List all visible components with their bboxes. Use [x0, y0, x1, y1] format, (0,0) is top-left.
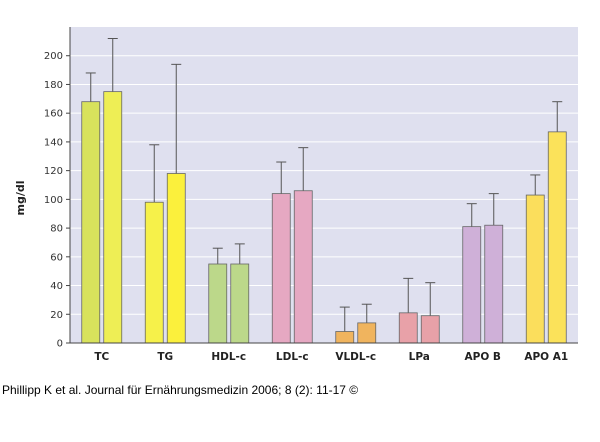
y-tick-label: 160	[44, 109, 63, 120]
y-tick-label: 200	[44, 51, 63, 62]
bar-lpa-1	[398, 312, 418, 344]
bar-apo-a1-2	[547, 131, 567, 344]
y-axis-label: mg/dl	[14, 181, 27, 216]
x-tick-label: TC	[94, 351, 109, 363]
bar-tg-1	[144, 201, 164, 344]
bar-apo-a1-1	[525, 194, 545, 344]
x-tick-label: LPa	[409, 351, 430, 363]
bar-ldl-c-2	[293, 190, 313, 344]
bar-ldl-c-1	[271, 193, 291, 344]
x-tick-label: HDL-c	[211, 351, 246, 363]
x-tick-label: APO A1	[524, 351, 568, 363]
y-tick-label: 20	[50, 310, 63, 321]
y-tick-label: 140	[44, 137, 63, 148]
y-axis: 0 20 40 60 80 100 120 140 160 180 200	[44, 27, 71, 350]
bar-tc-2	[103, 91, 123, 344]
y-tick-label: 60	[50, 252, 63, 263]
x-tick-label: LDL-c	[276, 351, 309, 363]
bar-apo-b-2	[484, 224, 504, 344]
y-tick-label: 100	[44, 195, 63, 206]
bars	[81, 37, 567, 344]
bar-apo-b-1	[462, 226, 482, 344]
x-tick-label: VLDL-c	[335, 351, 376, 363]
bar-vldl-c-1	[335, 331, 355, 344]
y-tick-label: 80	[50, 224, 63, 235]
y-tick-label: 180	[44, 80, 63, 91]
citation-footer: Phillipp K et al. Journal für Ernährungs…	[2, 383, 359, 397]
bar-hdl-c-1	[208, 263, 228, 344]
y-tick-label: 40	[50, 281, 63, 292]
bar-hdl-c-2	[230, 263, 250, 344]
y-tick-label: 0	[57, 339, 63, 350]
bar-chart: 0 20 40 60 80 100 120 140 160 180 200 TC TG HDL-c LDL…	[14, 27, 578, 363]
x-tick-label: APO B	[465, 351, 501, 363]
bar-tc-1	[81, 101, 101, 344]
bar-tg-2	[166, 173, 186, 344]
x-axis: TC TG HDL-c LDL-c VLDL-c LPa APO B APO A1	[70, 342, 578, 363]
bar-lpa-2	[420, 315, 440, 344]
y-tick-label: 120	[44, 166, 63, 177]
bar-vldl-c-2	[357, 322, 377, 344]
x-tick-label: TG	[157, 351, 173, 363]
